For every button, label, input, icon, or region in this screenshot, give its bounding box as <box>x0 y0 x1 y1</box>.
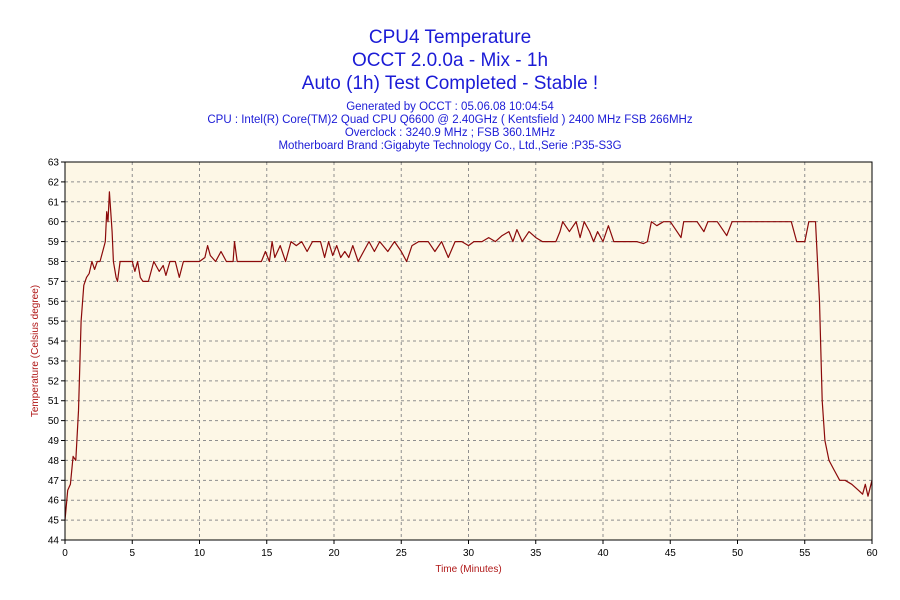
x-tick-label: 45 <box>665 548 677 559</box>
x-tick-label: 50 <box>732 548 744 559</box>
y-tick-label: 46 <box>48 496 60 507</box>
y-tick-label: 48 <box>48 456 60 467</box>
info-cpu: CPU : Intel(R) Core(TM)2 Quad CPU Q6600 … <box>207 114 693 126</box>
info-generated: Generated by OCCT : 05.06.08 10:04:54 <box>346 101 554 113</box>
x-tick-label: 40 <box>597 548 609 559</box>
info-motherboard: Motherboard Brand :Gigabyte Technology C… <box>278 140 622 152</box>
x-tick-label: 60 <box>866 548 878 559</box>
x-tick-label: 55 <box>799 548 811 559</box>
y-tick-label: 51 <box>48 396 60 407</box>
y-tick-label: 45 <box>48 516 60 527</box>
plot-frame <box>64 161 873 541</box>
x-axis-title: Time (Minutes) <box>435 564 501 575</box>
y-tick-label: 57 <box>48 277 60 288</box>
chart-subtitle-test: OCCT 2.0.0a - Mix - 1h <box>351 50 549 71</box>
y-tick-label: 58 <box>48 257 60 268</box>
y-tick-label: 49 <box>48 436 60 447</box>
axis-ticks: 4445464748495051525354555657585960616263… <box>48 158 878 560</box>
chart-subtitle-status: Auto (1h) Test Completed - Stable ! <box>301 73 599 94</box>
chart-title: CPU4 Temperature <box>368 27 532 48</box>
y-tick-label: 62 <box>48 177 60 188</box>
info-overclock: Overclock : 3240.9 MHz ; FSB 360.1MHz <box>344 127 556 139</box>
x-tick-label: 15 <box>261 548 273 559</box>
y-tick-label: 59 <box>48 237 60 248</box>
y-tick-label: 52 <box>48 376 60 387</box>
x-tick-label: 20 <box>328 548 340 559</box>
y-tick-label: 47 <box>48 476 60 487</box>
x-tick-label: 35 <box>530 548 542 559</box>
chart-header: CPU4 Temperature OCCT 2.0.0a - Mix - 1h … <box>0 26 900 153</box>
y-tick-label: 63 <box>48 158 60 169</box>
y-tick-label: 60 <box>48 217 60 228</box>
y-axis-title: Temperature (Celsius degree) <box>30 285 41 417</box>
y-tick-label: 53 <box>48 356 60 367</box>
temperature-series-line <box>64 191 873 521</box>
y-tick-label: 55 <box>48 317 60 328</box>
x-tick-label: 5 <box>129 548 135 559</box>
y-tick-label: 61 <box>48 197 60 208</box>
y-tick-label: 56 <box>48 297 60 308</box>
y-tick-label: 54 <box>48 337 60 348</box>
x-tick-label: 25 <box>396 548 408 559</box>
x-tick-label: 30 <box>463 548 475 559</box>
x-tick-label: 10 <box>194 548 206 559</box>
x-tick-label: 0 <box>62 548 68 559</box>
y-tick-label: 50 <box>48 416 60 427</box>
y-tick-label: 44 <box>48 536 60 547</box>
